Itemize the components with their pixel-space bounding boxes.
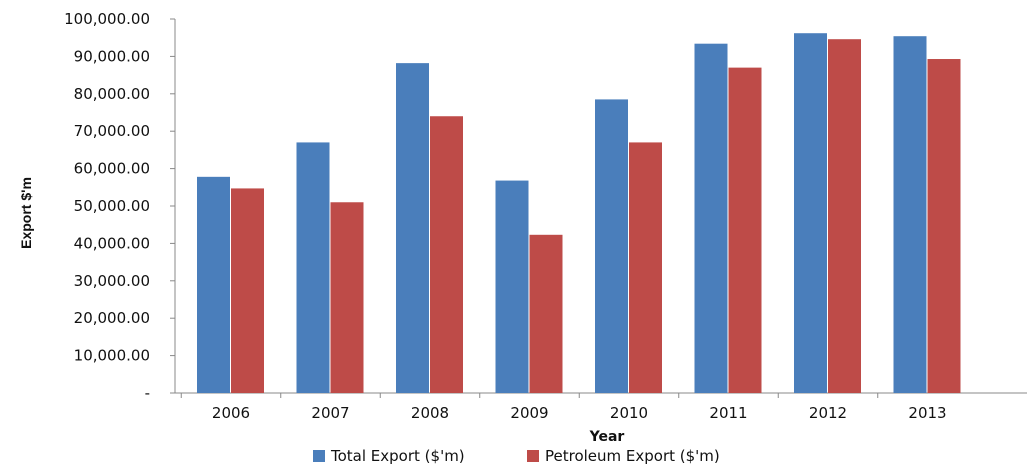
x-axis-ticks: 2006 2007 2008 2009 2010 2011 2012 2013	[180, 393, 947, 422]
y-tick-label: 10,000.00	[74, 347, 150, 365]
x-axis-label: Year	[589, 429, 625, 445]
bar-petroleum-2006	[231, 188, 264, 393]
bar-total-2006	[197, 176, 230, 393]
bars	[197, 33, 961, 394]
bar-petroleum-2008	[430, 116, 463, 394]
y-tick-label: 40,000.00	[74, 234, 150, 252]
bar-total-2009	[495, 180, 529, 393]
legend-swatch	[313, 450, 325, 462]
bar-total-2008	[396, 63, 429, 394]
y-tick-label: 30,000.00	[74, 272, 150, 290]
y-tick-label: 100,000.00	[64, 10, 150, 28]
x-tick-label: 2009	[510, 404, 548, 422]
bar-petroleum-2011	[728, 67, 762, 394]
bar-petroleum-2012	[828, 39, 861, 394]
y-tick-label: -	[145, 384, 150, 402]
y-tick-label: 80,000.00	[74, 85, 150, 103]
x-tick-label: 2013	[908, 404, 946, 422]
legend-label: Total Export ($'m)	[330, 447, 465, 465]
y-axis-label: Export $'m	[18, 177, 34, 249]
bar-petroleum-2013	[927, 59, 961, 393]
y-tick-label: 60,000.00	[74, 160, 150, 178]
x-tick-label: 2011	[709, 404, 747, 422]
y-tick-label: 20,000.00	[74, 309, 150, 327]
x-tick-label: 2008	[411, 404, 449, 422]
x-tick-label: 2007	[311, 404, 349, 422]
bar-petroleum-2009	[529, 234, 563, 393]
x-tick-label: 2006	[212, 404, 250, 422]
y-tick-label: 90,000.00	[74, 47, 150, 65]
bar-total-2007	[296, 142, 330, 393]
legend-swatch	[527, 450, 539, 462]
bar-total-2011	[694, 43, 728, 394]
bar-petroleum-2010	[629, 142, 662, 393]
y-tick-label: 50,000.00	[74, 197, 150, 215]
bar-petroleum-2007	[330, 202, 364, 393]
y-axis-ticks: - 10,000.00 20,000.00 30,000.00 40,000.00 50,…	[64, 10, 175, 402]
bar-total-2012	[794, 33, 827, 393]
legend: Total Export ($'m) Petroleum Export ($'m)	[313, 447, 720, 465]
x-tick-label: 2010	[610, 404, 648, 422]
legend-label: Petroleum Export ($'m)	[545, 447, 720, 465]
bar-total-2010	[595, 99, 628, 393]
y-tick-label: 70,000.00	[74, 122, 150, 140]
bar-total-2013	[893, 36, 927, 393]
x-tick-label: 2012	[809, 404, 847, 422]
